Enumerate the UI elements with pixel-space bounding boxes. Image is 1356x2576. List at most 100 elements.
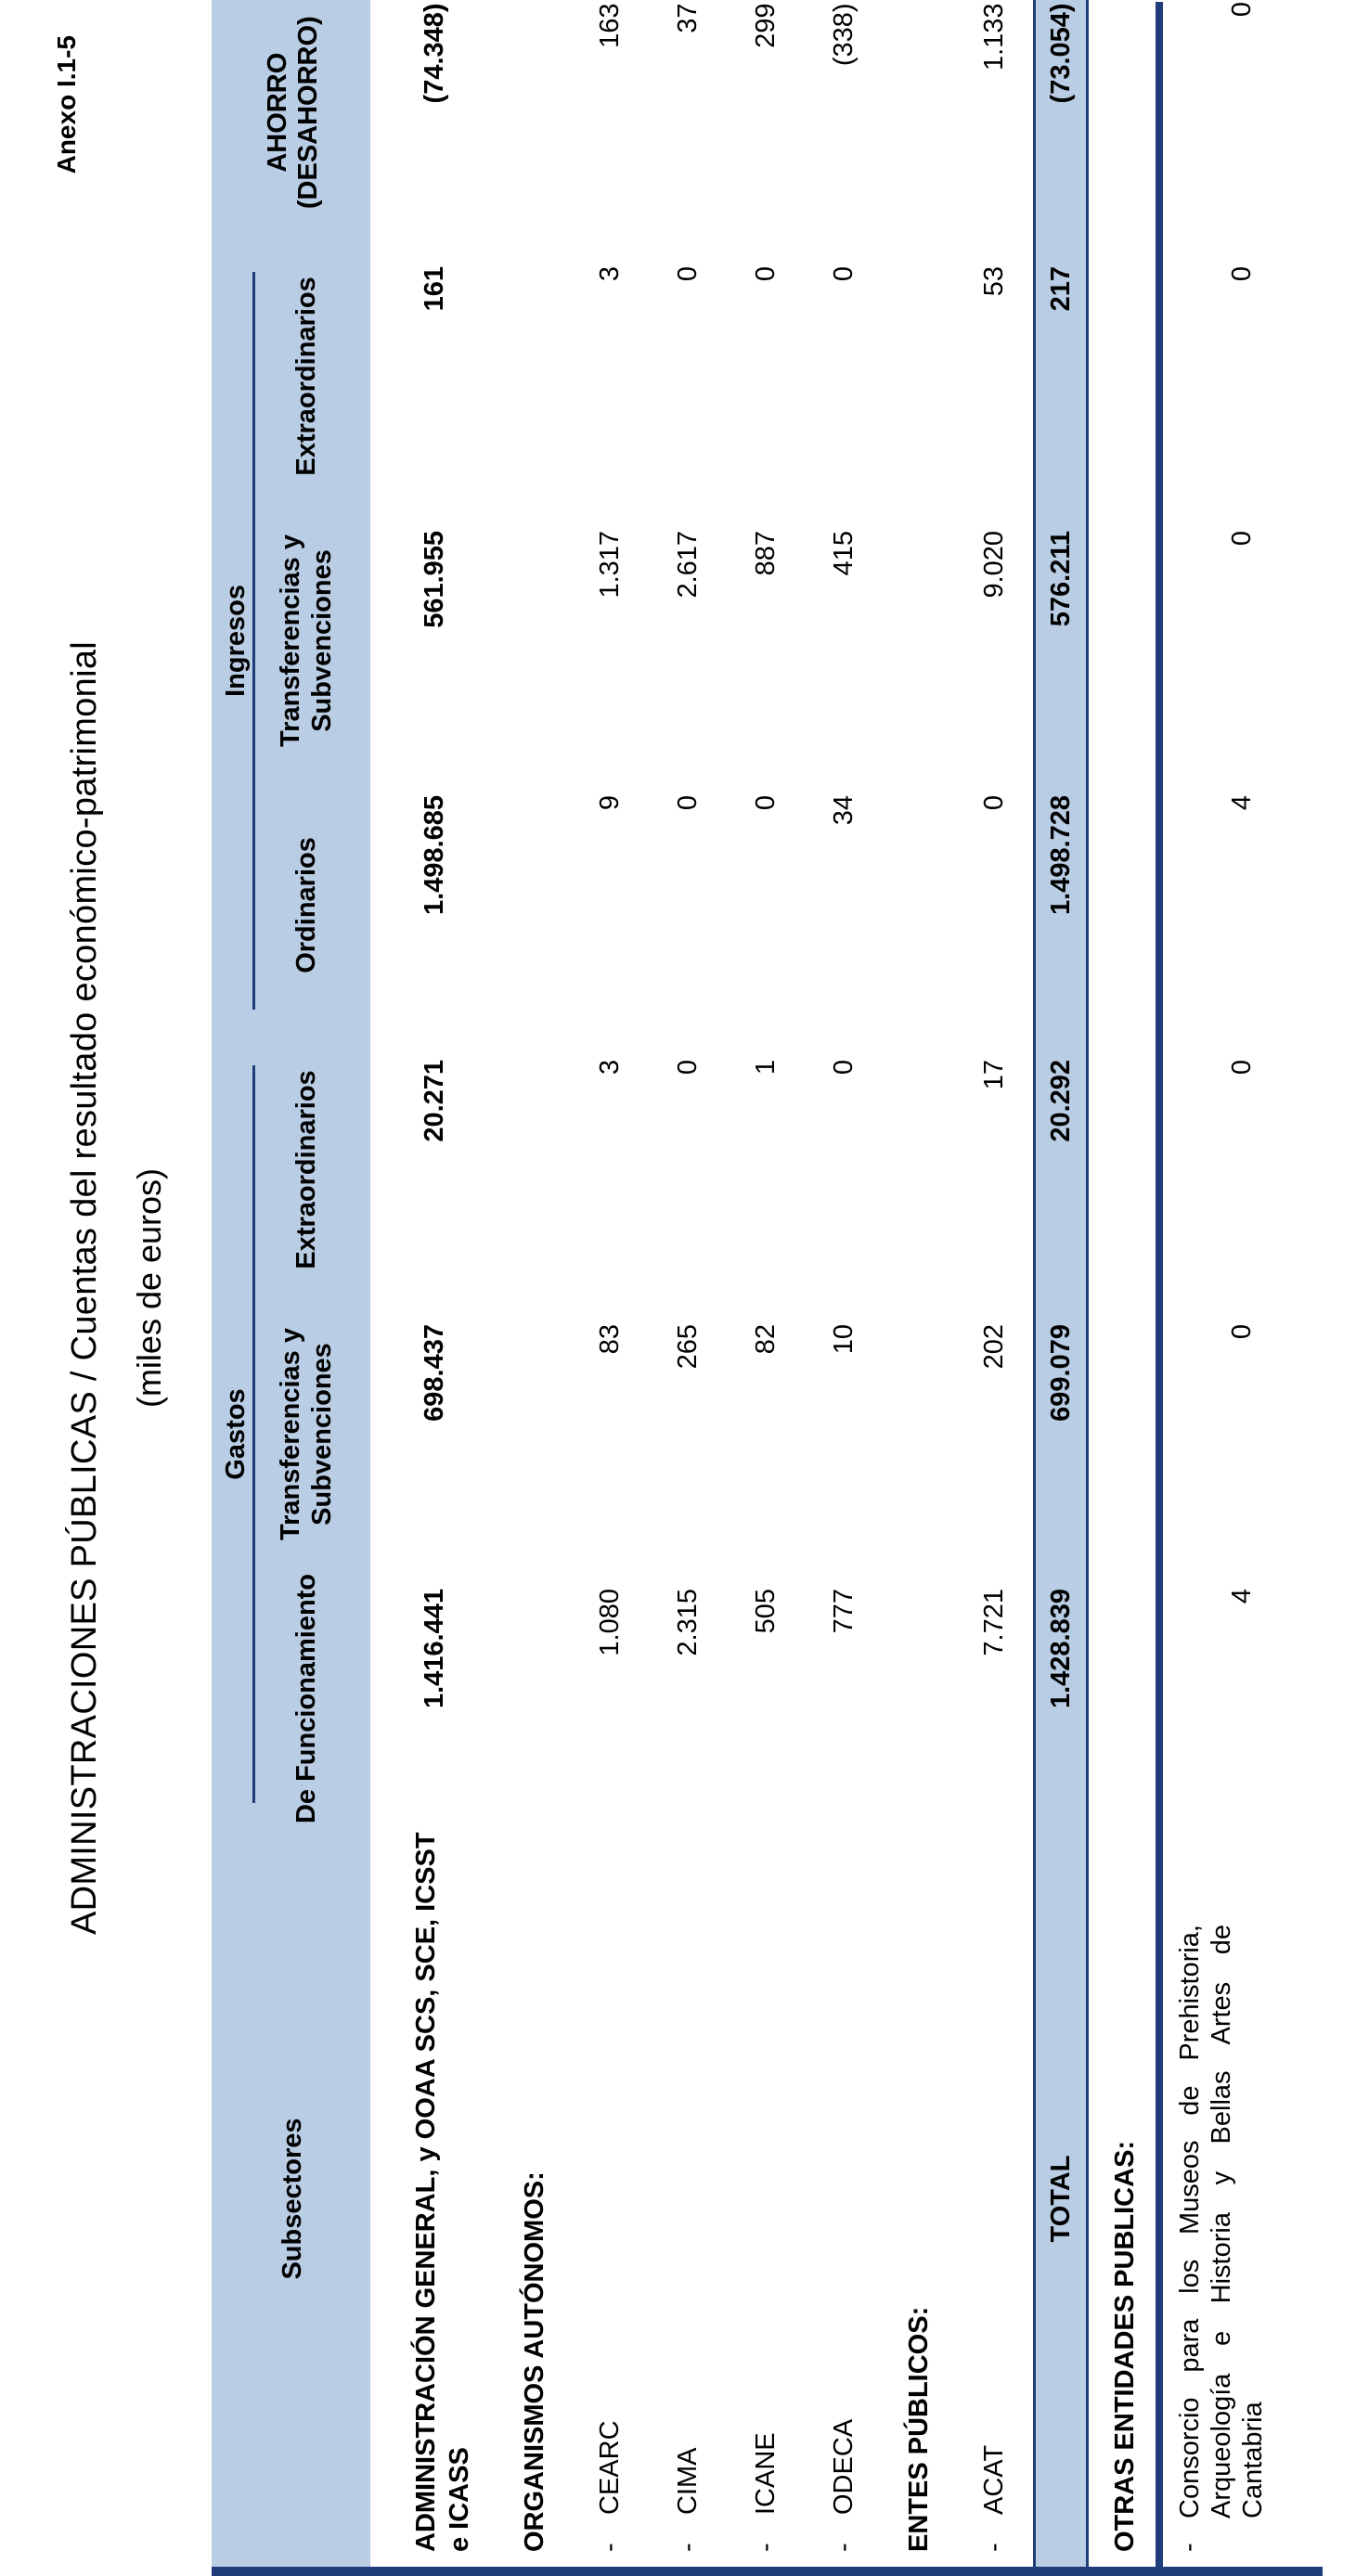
cell-value: 0 <box>978 794 1009 811</box>
cell-value: 698.437 <box>419 1324 449 1422</box>
row-dash: - <box>750 2543 781 2552</box>
section-label: OTRAS ENTIDADES PUBLICAS: <box>1087 1831 1161 2571</box>
row-label-text: ICANE <box>750 2432 781 2515</box>
table-row: - Consorcio para los Museos de Prehistori… <box>1161 0 1323 2571</box>
total-value: 20.292 <box>1034 1037 1088 1302</box>
cell-value: 20.271 <box>419 1059 449 1142</box>
header-subsectors: Subsectores <box>212 1831 370 2571</box>
total-value: (73.054) <box>1034 0 1088 244</box>
cell-value: 9.020 <box>978 530 1009 599</box>
gastos-rule <box>252 1064 255 1803</box>
cell-value: 777 <box>828 1589 859 1634</box>
cell-value: 505 <box>750 1589 781 1634</box>
cell-value: 0 <box>1226 1059 1257 1075</box>
table-row: - ACAT 7.721 202 17 0 9.020 53 1.133 <box>955 0 1035 2571</box>
section-row: OTRAS ENTIDADES PUBLICAS: <box>1087 0 1161 2571</box>
table-row: - ODECA 777 10 0 34 415 0 (338) <box>805 0 883 2571</box>
ingresos-rule <box>252 271 255 1010</box>
cell-value: 0 <box>1226 530 1257 547</box>
cell-value: 161 <box>419 265 449 312</box>
total-value: 1.428.839 <box>1034 1566 1088 1831</box>
row-label-text: CEARC <box>594 2420 625 2515</box>
cell-value: 1.498.685 <box>419 794 449 915</box>
cell-value: 0 <box>672 1059 703 1075</box>
section-label: ENTES PÚBLICOS: <box>883 1831 955 2571</box>
row-label: - ODECA <box>805 1831 883 2571</box>
total-label: TOTAL <box>1034 1831 1088 2571</box>
cell-value: 2.617 <box>672 530 703 599</box>
cell-value: 3 <box>594 1059 625 1075</box>
row-dash: - <box>828 2543 859 2552</box>
cell-value: 1.317 <box>594 530 625 599</box>
cell-value: 0 <box>1226 1324 1257 1340</box>
cell-value: 4 <box>1226 1589 1257 1604</box>
row-label: - ICANE <box>727 1831 805 2571</box>
cell-value: 0 <box>1226 265 1257 282</box>
header-gastos-transferencias: Transferencias y Subvenciones <box>257 1302 370 1566</box>
cell-value: 83 <box>594 1324 625 1355</box>
total-value: 699.079 <box>1034 1302 1088 1566</box>
cell-value: 17 <box>978 1059 1009 1090</box>
cell-value: 415 <box>828 530 859 576</box>
row-label-text: Consorcio para los Museos de Prehistoria… <box>1175 1925 1268 2518</box>
row-label-text: CIMA <box>672 2447 703 2516</box>
header-ingresos-extraordinarios: Extraordinarios <box>257 243 370 509</box>
header-ahorro: AHORRO (DESAHORRO) <box>212 0 370 244</box>
row-dash: - <box>978 2543 1009 2552</box>
row-label: ADMINISTRACIÓN GENERAL, y OOAA SCS, SCE,… <box>370 1831 498 2571</box>
total-row: TOTAL 1.428.839 699.079 20.292 1.498.728… <box>1034 0 1088 2571</box>
cell-value: 10 <box>828 1324 859 1355</box>
cell-value: 0 <box>750 794 781 811</box>
section-row: ORGANISMOS AUTÓNOMOS: <box>498 0 571 2571</box>
header-group-ingresos-label: Ingresos <box>221 585 251 697</box>
row-label-text: ACAT <box>978 2444 1009 2515</box>
cell-value: 34 <box>828 794 859 826</box>
cell-value: 53 <box>978 265 1009 297</box>
header-ingresos-transferencias: Transferencias y Subvenciones <box>257 508 370 773</box>
cell-value: 1.133 <box>955 0 1035 244</box>
total-value: 576.211 <box>1034 508 1088 773</box>
page-subtitle: (miles de euros) <box>130 1167 168 1409</box>
cell-value: (338) <box>805 0 883 244</box>
cell-value: 0 <box>672 794 703 811</box>
cell-value: 82 <box>750 1324 781 1355</box>
row-label: - CEARC <box>571 1831 649 2571</box>
cell-value: 299 <box>727 0 805 244</box>
cell-value: 1 <box>750 1059 781 1075</box>
row-label-text: ODECA <box>828 2418 859 2515</box>
cell-value: 0 <box>750 265 781 282</box>
cell-value: 1.080 <box>594 1589 625 1656</box>
cell-value: 2.315 <box>672 1589 703 1656</box>
row-label: - Consorcio para los Museos de Prehistori… <box>1161 1831 1323 2571</box>
header-group-gastos-label: Gastos <box>221 1388 251 1480</box>
row-label: - ACAT <box>955 1831 1035 2571</box>
header-ordinarios: Ordinarios <box>257 772 370 1037</box>
row-dash: - <box>672 2543 703 2552</box>
row-dash: - <box>1174 2543 1204 2552</box>
total-value: 217 <box>1034 243 1088 509</box>
row-dash: - <box>594 2543 625 2552</box>
header-group-ingresos: Ingresos <box>212 243 257 1037</box>
cell-value: 1.416.441 <box>419 1589 449 1709</box>
cell-value: 561.955 <box>419 530 449 628</box>
total-value: 1.498.728 <box>1034 772 1088 1037</box>
cell-value: 0 <box>828 1059 859 1075</box>
cell-value: 3 <box>594 265 625 282</box>
table-row: ADMINISTRACIÓN GENERAL, y OOAA SCS, SCE,… <box>370 0 498 2571</box>
section-row: ENTES PÚBLICOS: <box>883 0 955 2571</box>
cell-value: 202 <box>978 1324 1009 1370</box>
table-row: - ICANE 505 82 1 0 887 0 299 <box>727 0 805 2571</box>
cell-value: 0 <box>828 265 859 282</box>
cell-value: 37 <box>649 0 727 244</box>
table-row: - CIMA 2.315 265 0 0 2.617 0 37 <box>649 0 727 2571</box>
cell-value: 4 <box>1226 794 1257 811</box>
section-label: ORGANISMOS AUTÓNOMOS: <box>498 1831 571 2571</box>
row-label: - CIMA <box>649 1831 727 2571</box>
cell-value: (74.348) <box>370 0 498 244</box>
cell-value: 265 <box>672 1324 703 1370</box>
cell-value: 163 <box>571 0 649 244</box>
cell-value: 887 <box>750 530 781 576</box>
page-title: ADMINISTRACIONES PÚBLICAS / Cuentas del … <box>65 640 104 1936</box>
cell-value: 9 <box>594 794 625 811</box>
